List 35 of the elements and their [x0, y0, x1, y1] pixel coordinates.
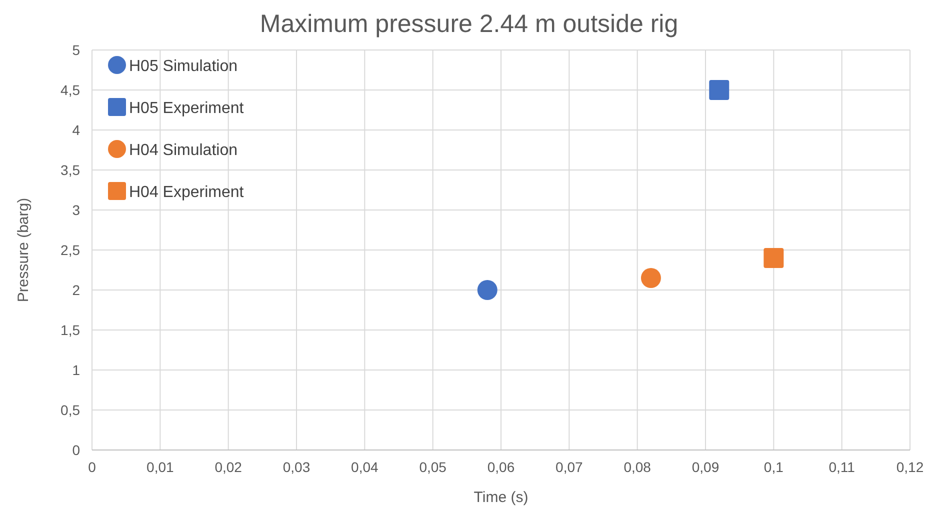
- y-tick-label: 0: [72, 442, 80, 458]
- legend-label: H04 Simulation: [129, 142, 238, 159]
- point: [477, 280, 498, 300]
- legend-label: H05 Experiment: [129, 100, 244, 117]
- y-tick-label: 1,5: [60, 322, 80, 338]
- y-tick-label: 4: [72, 122, 80, 138]
- point: [709, 80, 730, 100]
- x-tick-label: 0,07: [556, 459, 584, 475]
- x-tick-label: 0,04: [351, 459, 379, 475]
- x-tick-label: 0,01: [146, 459, 174, 475]
- chart-title: Maximum pressure 2.44 m outside rig: [260, 10, 678, 38]
- y-tick-label: 2: [72, 282, 80, 298]
- x-tick-label: 0,02: [214, 459, 242, 475]
- x-tick-label: 0: [88, 459, 96, 475]
- x-axis-title: Time (s): [474, 489, 528, 506]
- x-tick-label: 0,1: [764, 459, 784, 475]
- x-tick-label: 0,11: [828, 459, 856, 475]
- legend-label: H05 Simulation: [129, 58, 238, 75]
- x-tick-label: 0,06: [487, 459, 515, 475]
- y-axis-title: Pressure (barg): [15, 198, 32, 302]
- legend-label: H04 Experiment: [129, 184, 244, 201]
- y-tick-label: 3,5: [60, 162, 80, 178]
- y-tick-label: 1: [72, 362, 80, 378]
- x-tick-label: 0,05: [419, 459, 447, 475]
- y-tick-label: 5: [72, 42, 80, 58]
- y-tick-label: 0,5: [60, 402, 80, 418]
- x-tick-label: 0,03: [282, 459, 310, 475]
- point: [764, 248, 784, 268]
- x-tick-label: 0,09: [692, 459, 720, 475]
- x-tick-label: 0,12: [896, 459, 924, 475]
- point: [640, 268, 661, 288]
- y-tick-label: 2,5: [60, 242, 80, 258]
- y-tick-label: 3: [72, 202, 80, 218]
- x-tick-label: 0,08: [624, 459, 652, 475]
- y-tick-label: 4,5: [60, 82, 80, 98]
